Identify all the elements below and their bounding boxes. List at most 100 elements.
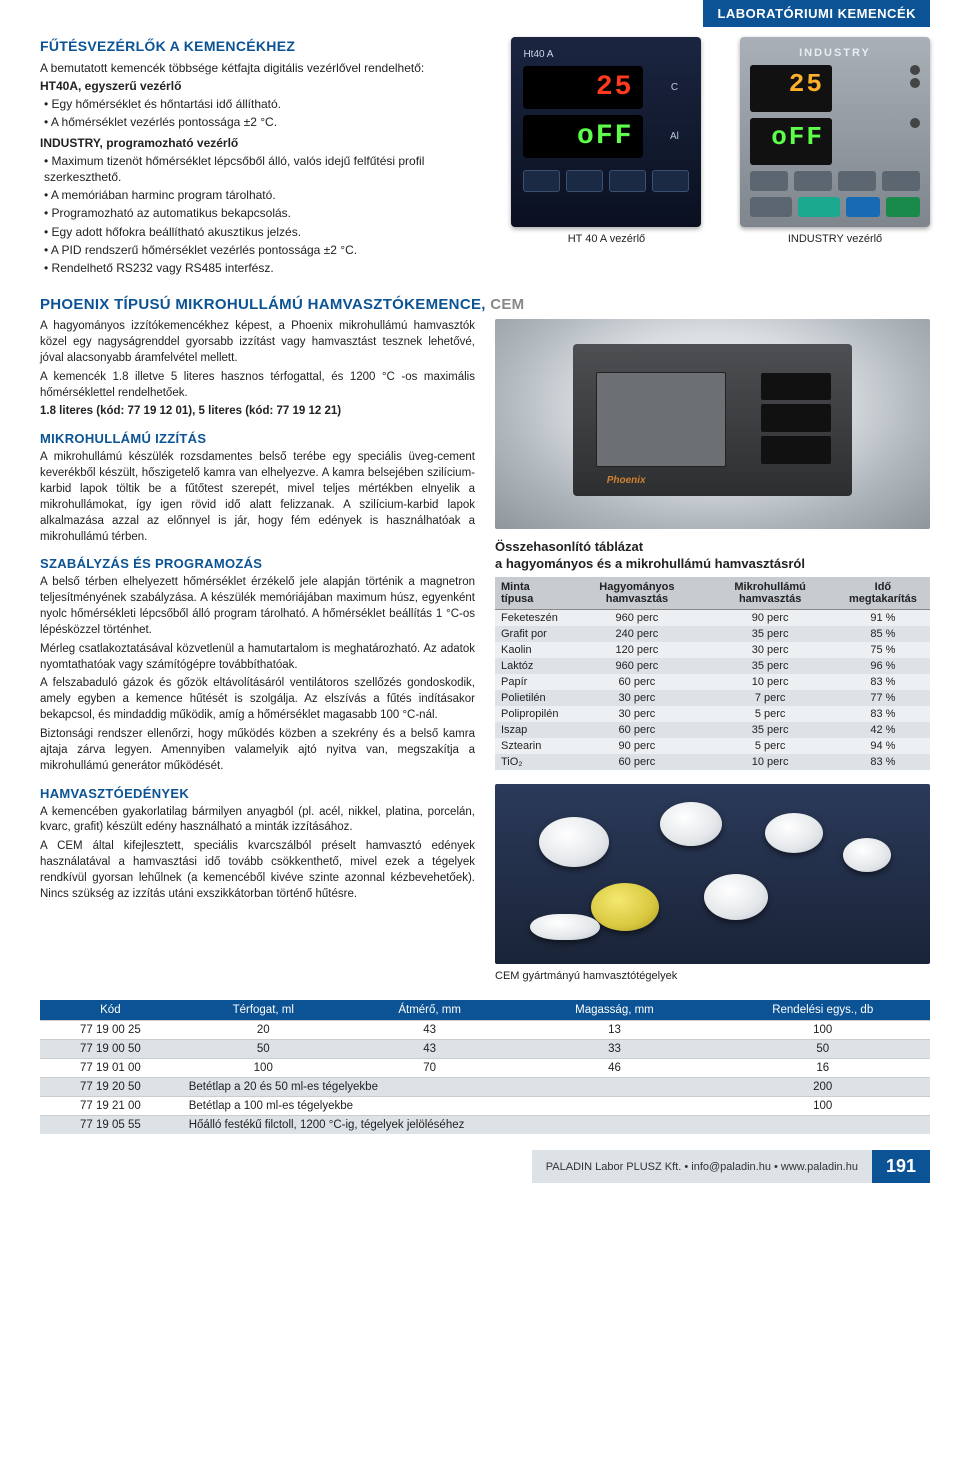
industry-bullet: • Maximum tizenöt hőmérséklet lépcsőből … xyxy=(44,153,493,185)
compare-cell: 10 perc xyxy=(704,754,835,770)
compare-row: Sztearin90 perc5 perc94 % xyxy=(495,738,930,754)
controllers-images: Ht40 A 25 C oFF Al xyxy=(511,37,930,278)
compare-cell: 42 % xyxy=(836,722,930,738)
compare-cell: 60 perc xyxy=(569,674,704,690)
compare-cell: 30 perc xyxy=(704,642,835,658)
products-cell: 100 xyxy=(181,1059,346,1078)
compare-row: Iszap60 perc35 perc42 % xyxy=(495,722,930,738)
compare-cell: Papír xyxy=(495,674,569,690)
products-cell: 50 xyxy=(181,1040,346,1059)
ht40a-button xyxy=(652,170,689,192)
compare-cell: Polietilén xyxy=(495,690,569,706)
compare-cell: 90 perc xyxy=(569,738,704,754)
products-cell: Betétlap a 20 és 50 ml-es tégelyekbe xyxy=(181,1078,716,1097)
section-controllers: FŰTÉSVEZÉRLŐK A KEMENCÉKHEZ A bemutatott… xyxy=(40,37,930,278)
phoenix-p: A mikrohullámú készülék rozsdamentes bel… xyxy=(40,450,475,545)
products-cell: 43 xyxy=(346,1021,514,1040)
products-cell: 13 xyxy=(514,1021,716,1040)
phoenix-h-hamv: HAMVASZTÓEDÉNYEK xyxy=(40,785,475,803)
compare-cell: 30 perc xyxy=(569,706,704,722)
compare-th: Hagyományos hamvasztás xyxy=(569,577,704,610)
compare-row: Papír60 perc10 perc83 % xyxy=(495,674,930,690)
compare-title: Összehasonlító táblázat xyxy=(495,539,930,554)
phoenix-h-szab: SZABÁLYZÁS ÉS PROGRAMOZÁS xyxy=(40,555,475,573)
industry-button xyxy=(838,171,876,191)
products-row: 77 19 05 55Hőálló festékű filctoll, 1200… xyxy=(40,1116,930,1135)
products-th: Rendelési egys., db xyxy=(715,1000,930,1021)
products-cell: 77 19 01 00 xyxy=(40,1059,181,1078)
products-table-wrap: Kód Térfogat, ml Átmérő, mm Magasság, mm… xyxy=(40,1000,930,1134)
phoenix-p: Mérleg csatlakoztatásával közvetlenül a … xyxy=(40,642,475,674)
industry-bullet: • Programozható az automatikus bekapcsol… xyxy=(44,205,493,221)
products-th: Kód xyxy=(40,1000,181,1021)
products-table: Kód Térfogat, ml Átmérő, mm Magasság, mm… xyxy=(40,1000,930,1134)
section-phoenix: A hagyományos izzítókemencékhez képest, … xyxy=(40,319,930,982)
footer-text: PALADIN Labor PLUSZ Kft. • info@paladin.… xyxy=(532,1150,872,1183)
industry-button xyxy=(846,197,880,217)
compare-cell: Sztearin xyxy=(495,738,569,754)
products-th: Átmérő, mm xyxy=(346,1000,514,1021)
compare-row: Feketeszén960 perc90 perc91 % xyxy=(495,610,930,627)
phoenix-p: A kemencében gyakorlatilag bármilyen any… xyxy=(40,805,475,837)
compare-cell: Laktóz xyxy=(495,658,569,674)
industry-bullet: • Egy adott hőfokra beállítható akusztik… xyxy=(44,224,493,240)
products-cell: 46 xyxy=(514,1059,716,1078)
compare-th: Mikrohullámú hamvasztás xyxy=(704,577,835,610)
phoenix-p: A kemencék 1.8 illetve 5 literes hasznos… xyxy=(40,370,475,402)
industry-button xyxy=(750,171,788,191)
footer: PALADIN Labor PLUSZ Kft. • info@paladin.… xyxy=(40,1150,930,1183)
phoenix-p: A CEM által kifejlesztett, speciális kva… xyxy=(40,839,475,902)
controllers-text: FŰTÉSVEZÉRLŐK A KEMENCÉKHEZ A bemutatott… xyxy=(40,37,493,278)
industry-button xyxy=(886,197,920,217)
products-cell: 70 xyxy=(346,1059,514,1078)
compare-cell: 30 perc xyxy=(569,690,704,706)
ht40a-display-red: 25 xyxy=(523,66,643,109)
compare-cell: 60 perc xyxy=(569,722,704,738)
compare-cell: Polipropilén xyxy=(495,706,569,722)
industry-box: INDUSTRY 25 oFF xyxy=(740,37,930,245)
compare-cell: 960 perc xyxy=(569,610,704,627)
products-cell: 77 19 00 50 xyxy=(40,1040,181,1059)
compare-cell: 83 % xyxy=(836,754,930,770)
products-row: 77 19 00 25204313100 xyxy=(40,1021,930,1040)
industry-button xyxy=(798,197,840,217)
products-cell: 77 19 00 25 xyxy=(40,1021,181,1040)
products-cell: Hőálló festékű filctoll, 1200 °C-ig, tég… xyxy=(181,1116,716,1135)
compare-cell: 85 % xyxy=(836,626,930,642)
industry-caption: INDUSTRY vezérlő xyxy=(788,233,882,245)
phoenix-h-izzitas: MIKROHULLÁMÚ IZZÍTÁS xyxy=(40,430,475,448)
ht40a-button xyxy=(523,170,560,192)
industry-display-1: 25 xyxy=(750,65,832,112)
industry-heading: INDUSTRY, programozható vezérlő xyxy=(40,135,493,151)
products-row: 77 19 20 50Betétlap a 20 és 50 ml-es tég… xyxy=(40,1078,930,1097)
phoenix-text-column: A hagyományos izzítókemencékhez képest, … xyxy=(40,319,475,982)
products-cell: 16 xyxy=(715,1059,930,1078)
products-cell: Betétlap a 100 ml-es tégelyekbe xyxy=(181,1097,716,1116)
compare-row: Grafit por240 perc35 perc85 % xyxy=(495,626,930,642)
phoenix-device-image xyxy=(495,319,930,529)
compare-cell: TiO₂ xyxy=(495,754,569,770)
footer-page-number: 191 xyxy=(872,1150,930,1183)
compare-cell: 90 perc xyxy=(704,610,835,627)
controllers-title: FŰTÉSVEZÉRLŐK A KEMENCÉKHEZ xyxy=(40,37,493,56)
phoenix-codes: 1.8 literes (kód: 77 19 12 01), 5 litere… xyxy=(40,404,475,420)
compare-cell: 91 % xyxy=(836,610,930,627)
ht40a-bullet: • Egy hőmérséklet és hőntartási idő állí… xyxy=(44,96,493,112)
header-bar: LABORATÓRIUMI KEMENCÉK xyxy=(40,0,930,27)
compare-cell: 35 perc xyxy=(704,722,835,738)
ht40a-bullet: • A hőmérséklet vezérlés pontossága ±2 °… xyxy=(44,114,493,130)
phoenix-p: A felszabaduló gázok és gőzök eltávolítá… xyxy=(40,676,475,724)
products-cell xyxy=(715,1116,930,1135)
products-cell: 33 xyxy=(514,1040,716,1059)
compare-cell: Grafit por xyxy=(495,626,569,642)
products-cell: 100 xyxy=(715,1021,930,1040)
industry-button xyxy=(750,197,792,217)
industry-bullet: • A PID rendszerű hőmérséklet vezérlés p… xyxy=(44,242,493,258)
compare-cell: 60 perc xyxy=(569,754,704,770)
compare-cell: 83 % xyxy=(836,706,930,722)
products-row: 77 19 21 00Betétlap a 100 ml-es tégelyek… xyxy=(40,1097,930,1116)
compare-cell: 5 perc xyxy=(704,706,835,722)
ht40a-controller-image: Ht40 A 25 C oFF Al xyxy=(511,37,701,227)
products-cell: 43 xyxy=(346,1040,514,1059)
compare-cell: 10 perc xyxy=(704,674,835,690)
